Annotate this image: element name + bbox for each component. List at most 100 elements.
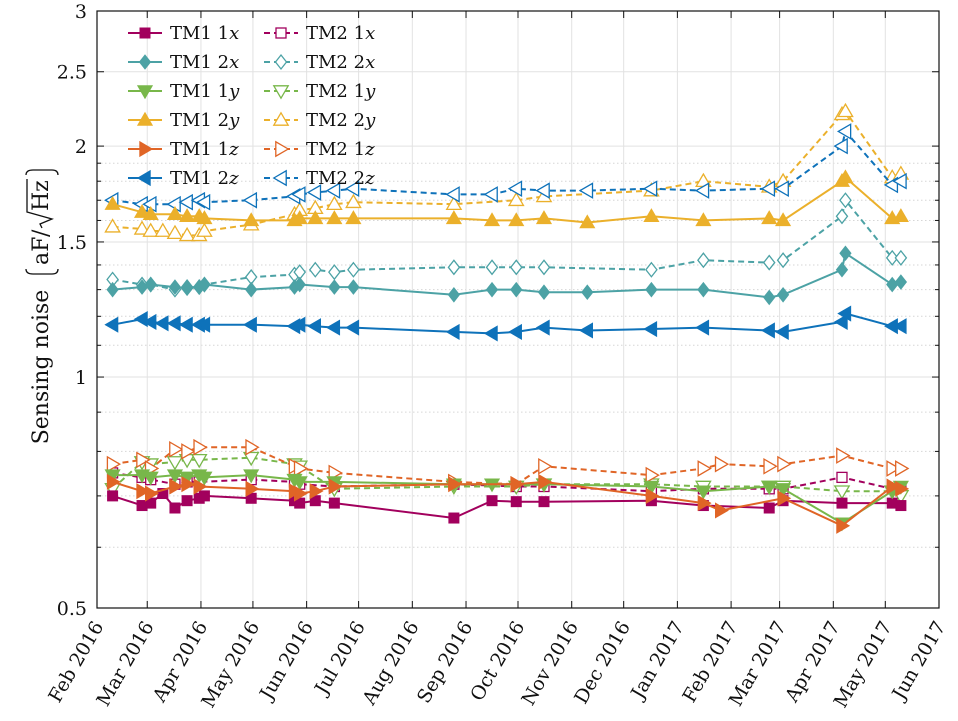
data-point [179,208,196,223]
data-point [777,490,792,507]
data-point [145,485,159,502]
data-point [697,460,712,477]
data-point [642,180,658,198]
data-point [445,186,460,203]
data-point [190,453,208,469]
data-point [168,279,182,295]
data-point [837,305,852,322]
data-point [142,222,160,237]
data-point [837,102,854,118]
data-point [245,480,260,497]
data-point [508,212,525,227]
data-point [193,478,208,495]
data-point [760,180,776,198]
data-point [894,274,908,290]
data-point [325,182,341,199]
legend-label: TM2 2z [306,168,375,189]
data-point [836,471,848,484]
data-point [535,210,553,225]
data-point [142,471,159,486]
legend-entry-tm1-2y: TM1 2y [128,110,240,131]
legend-marker [139,27,151,39]
data-point [538,457,553,475]
data-point [245,281,258,298]
data-point [291,316,306,333]
data-point [485,281,499,298]
data-point [774,323,789,341]
data-point [695,319,710,336]
data-point [136,483,151,500]
data-point [243,212,260,227]
data-point [328,478,343,495]
data-point [837,169,854,184]
data-point [196,471,213,486]
data-point [836,517,851,534]
y-axis-title-text: Sensing noise [29,290,54,445]
data-point [106,473,121,490]
data-point [104,195,121,210]
data-point [308,261,322,278]
legend-label: TM2 2y [306,110,376,131]
data-point [142,206,159,220]
y-tick-label: 1 [75,367,87,389]
legend-label: TM2 1x [306,23,375,44]
data-point [762,254,776,271]
data-point [154,222,172,237]
y-tick-label: 2.5 [57,62,87,84]
data-point [448,512,460,524]
y-unit-sqrt-sign [26,179,54,229]
data-point [445,323,460,341]
data-point [181,476,196,493]
data-point [645,261,658,278]
data-point [328,279,341,295]
data-point [761,322,775,339]
data-point [291,186,306,203]
legend-entry-tm2-2y: TM2 2y [264,110,376,131]
data-point [695,212,712,227]
legend-marker [274,53,288,71]
legend: TM1 1x TM1 2x TM1 1y TM1 2y TM1 1z TM1 2z TM2 … [128,23,376,189]
series-tm1-2z [104,305,907,342]
data-point [309,483,324,500]
data-point [761,480,778,495]
data-point [133,204,151,218]
data-point [510,281,523,298]
legend-label: TM1 2x [170,52,239,73]
data-point [347,279,360,295]
legend-marker [136,85,154,100]
data-point [293,276,306,293]
data-point [833,313,848,330]
data-point [181,443,196,460]
data-point [180,280,194,297]
data-point [775,483,792,498]
plot-series [104,102,910,534]
data-point [777,455,792,473]
data-point [242,191,258,209]
y-unit-bracket-left [25,268,59,275]
data-point [445,210,462,225]
data-point [833,485,851,500]
data-point [776,252,790,269]
data-point [836,123,852,140]
legend-marker [272,169,287,187]
data-point [294,485,308,502]
data-point [196,210,213,225]
y-unit-slash: / [29,229,54,237]
data-point [195,193,211,211]
data-point [895,500,907,512]
legend-entry-tm1-1x: TM1 1x [128,23,239,44]
data-point [328,264,341,281]
data-point [835,208,849,225]
data-point [166,224,184,240]
data-point [695,485,712,500]
legend-label: TM1 1z [170,139,239,160]
data-point [193,438,208,456]
x-tick-label: Jun 2016 [255,618,318,706]
data-point [839,192,852,209]
x-tick-label: Jul 2016 [310,618,370,700]
y-axis-label: Sensing noise aF/ Hz [25,169,59,445]
data-point [714,455,730,473]
data-point [645,487,660,504]
series-tm1-2x [106,245,908,306]
